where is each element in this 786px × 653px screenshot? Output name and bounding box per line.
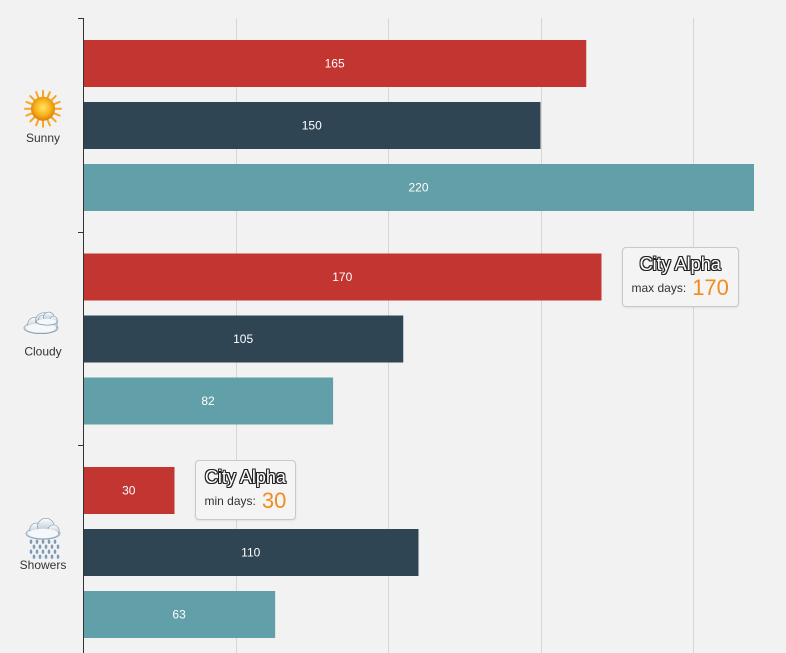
- max-annotation-text: max days:: [631, 280, 687, 295]
- y-axis: [78, 18, 84, 653]
- max-annotation-title: City Alpha: [639, 253, 721, 274]
- bar-cloudy-series-1[interactable]: [83, 253, 602, 301]
- category-label-cloudy: Cloudy: [24, 344, 61, 358]
- bar-cloudy-series-3[interactable]: [83, 377, 334, 425]
- bar-value-label: 170: [332, 270, 352, 284]
- bar-value-label: 30: [122, 484, 136, 498]
- bar-value-label: 63: [172, 608, 186, 622]
- bar-sunny-series-2[interactable]: [83, 102, 541, 149]
- bar-value-label: 150: [302, 119, 322, 133]
- bar-sunny-series-1[interactable]: [83, 40, 587, 87]
- bar-value-label: 105: [233, 332, 253, 346]
- min-annotation-value: 30: [261, 488, 287, 513]
- bar-showers-series-1[interactable]: [83, 467, 175, 514]
- max-annotation-value: 170: [692, 274, 729, 300]
- cloud-icon: [23, 311, 59, 335]
- bar-labels: 165 150 220 170 105 82 30 110 63: [122, 57, 429, 622]
- bar-cloudy-series-2[interactable]: [83, 315, 404, 363]
- bar-value-label: 165: [325, 57, 345, 71]
- bar-value-label: 110: [241, 546, 260, 560]
- bar-value-label: 220: [408, 181, 428, 195]
- category-labels: Sunny Cloudy Showers: [20, 89, 67, 572]
- max-annotation: City Alpha max days: 170: [621, 246, 739, 307]
- min-annotation-text: min days:: [204, 494, 256, 508]
- bar-value-label: 82: [201, 394, 215, 408]
- min-annotation: City Alpha min days: 30: [194, 460, 297, 521]
- bars: [83, 40, 754, 638]
- category-label-showers: Showers: [20, 558, 67, 572]
- bar-showers-series-2[interactable]: [83, 529, 419, 576]
- category-label-sunny: Sunny: [26, 131, 60, 145]
- rain-cloud-icon: [25, 518, 61, 559]
- bar-showers-series-3[interactable]: [83, 591, 276, 638]
- min-annotation-title: City Alpha: [204, 467, 286, 487]
- bar-sunny-series-3[interactable]: [83, 164, 754, 211]
- sun-icon: [24, 89, 62, 128]
